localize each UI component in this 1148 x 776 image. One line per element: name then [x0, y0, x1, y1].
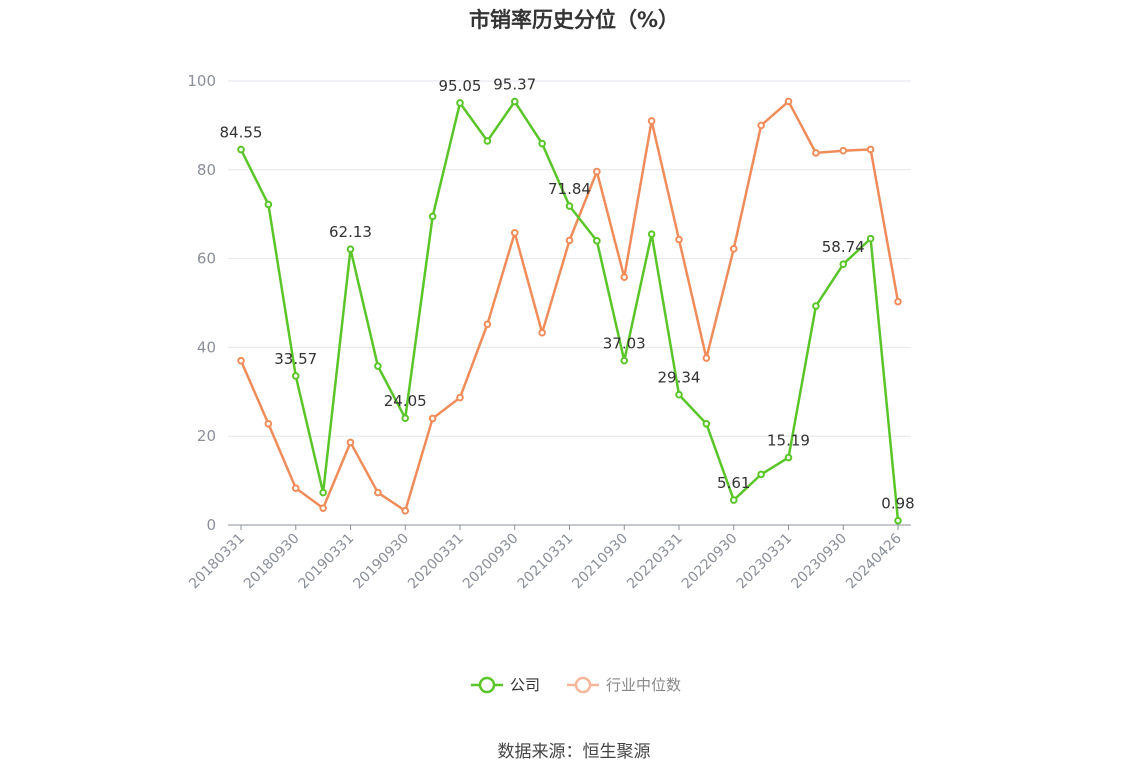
data-point: [319, 488, 327, 497]
x-tick-label: 20180930: [241, 531, 303, 593]
series-group: [237, 97, 902, 525]
data-label: 29.34: [658, 369, 701, 387]
data-point: [784, 97, 793, 106]
legend-item-1[interactable]: 行业中位数: [567, 676, 681, 694]
x-tick-label: 20190331: [296, 531, 358, 593]
data-point: [264, 419, 273, 428]
data-point: [675, 235, 683, 244]
data-point: [538, 328, 546, 337]
data-point: [237, 145, 245, 154]
legend-label: 行业中位数: [606, 676, 681, 694]
data-point: [894, 516, 902, 525]
x-tick-label: 20190930: [350, 531, 412, 593]
x-tick-label: 20230930: [788, 531, 850, 593]
y-tick-label: 100: [187, 72, 216, 90]
data-label: 71.84: [548, 180, 591, 198]
data-point: [510, 97, 519, 106]
data-label: 15.19: [767, 432, 810, 450]
x-tick-label: 20220331: [624, 531, 686, 593]
data-point: [538, 139, 546, 148]
legend[interactable]: 公司 行业中位数: [471, 676, 681, 694]
data-point: [565, 202, 574, 210]
data-label: 58.74: [822, 238, 865, 256]
legend-marker: [478, 676, 496, 694]
y-axis: 0 20 40 60 80 100: [187, 72, 216, 534]
data-label: 95.37: [493, 76, 536, 94]
data-point: [374, 488, 382, 497]
data-point: [702, 354, 711, 362]
data-point: [894, 297, 902, 306]
data-point: [757, 121, 765, 130]
data-label: 33.57: [274, 350, 317, 368]
y-tick-label: 20: [197, 427, 216, 445]
legend-label: 公司: [510, 676, 540, 694]
data-point: [428, 212, 437, 221]
data-point: [237, 356, 245, 365]
data-point: [456, 393, 464, 402]
source-note: 数据来源：恒生聚源: [497, 742, 651, 762]
data-point: [647, 117, 656, 125]
data-point: [812, 149, 820, 157]
y-tick-label: 0: [206, 516, 216, 534]
data-point: [374, 362, 382, 370]
legend-marker: [574, 676, 592, 694]
data-point: [346, 438, 355, 447]
data-point: [839, 260, 848, 268]
data-point: [401, 414, 410, 423]
data-point: [812, 302, 820, 310]
data-label: 0.98: [881, 495, 914, 513]
data-point: [264, 200, 273, 209]
data-point: [483, 320, 492, 329]
y-tick-label: 80: [197, 161, 216, 179]
data-point: [510, 229, 519, 237]
data-point: [675, 390, 683, 399]
x-tick-label: 20200930: [460, 531, 522, 593]
data-point: [839, 146, 848, 155]
x-tick-label: 20180331: [186, 531, 248, 593]
data-point: [866, 145, 875, 154]
x-tick-label: 20200331: [405, 531, 467, 593]
grid-lines: [228, 80, 911, 437]
data-point: [401, 506, 410, 515]
data-point: [866, 234, 875, 243]
data-label: 24.05: [384, 392, 427, 410]
data-point: [702, 419, 711, 428]
x-tick-label: 20210331: [515, 531, 577, 593]
data-point: [729, 245, 738, 253]
data-point: [483, 137, 492, 145]
data-point: [620, 356, 629, 365]
data-label: 5.61: [717, 474, 750, 492]
x-tick-label: 20230331: [734, 531, 796, 593]
data-point: [757, 470, 765, 479]
data-point: [319, 504, 327, 512]
data-point: [593, 237, 601, 245]
data-point: [291, 484, 300, 492]
y-tick-label: 60: [197, 250, 216, 268]
y-tick-label: 40: [197, 338, 216, 356]
x-tick-label: 20210930: [569, 531, 631, 593]
data-point: [647, 230, 656, 238]
data-point: [428, 414, 437, 423]
data-label: 95.05: [439, 77, 482, 95]
data-point: [565, 236, 574, 245]
data-label: 84.55: [220, 124, 263, 142]
data-point: [729, 496, 738, 504]
data-point: [291, 372, 300, 380]
data-label: 37.03: [603, 335, 646, 353]
data-point: [346, 245, 355, 253]
data-labels: 84.55 33.57 62.13 24.05 95.05 95.37 71.84 37.03…: [220, 76, 915, 513]
legend-item-0[interactable]: 公司: [471, 676, 540, 694]
x-axis: 2018033120180930201903312019093020200331…: [186, 524, 911, 593]
data-point: [784, 453, 793, 462]
data-point: [456, 99, 464, 107]
data-point: [620, 273, 629, 282]
x-tick-label: 20220930: [679, 531, 741, 593]
series-line-0: [239, 100, 900, 521]
data-label: 62.13: [329, 223, 372, 241]
chart-title: 市销率历史分位（%）: [468, 8, 680, 32]
data-point: [593, 167, 601, 176]
x-tick-label: 20240426: [843, 530, 905, 592]
